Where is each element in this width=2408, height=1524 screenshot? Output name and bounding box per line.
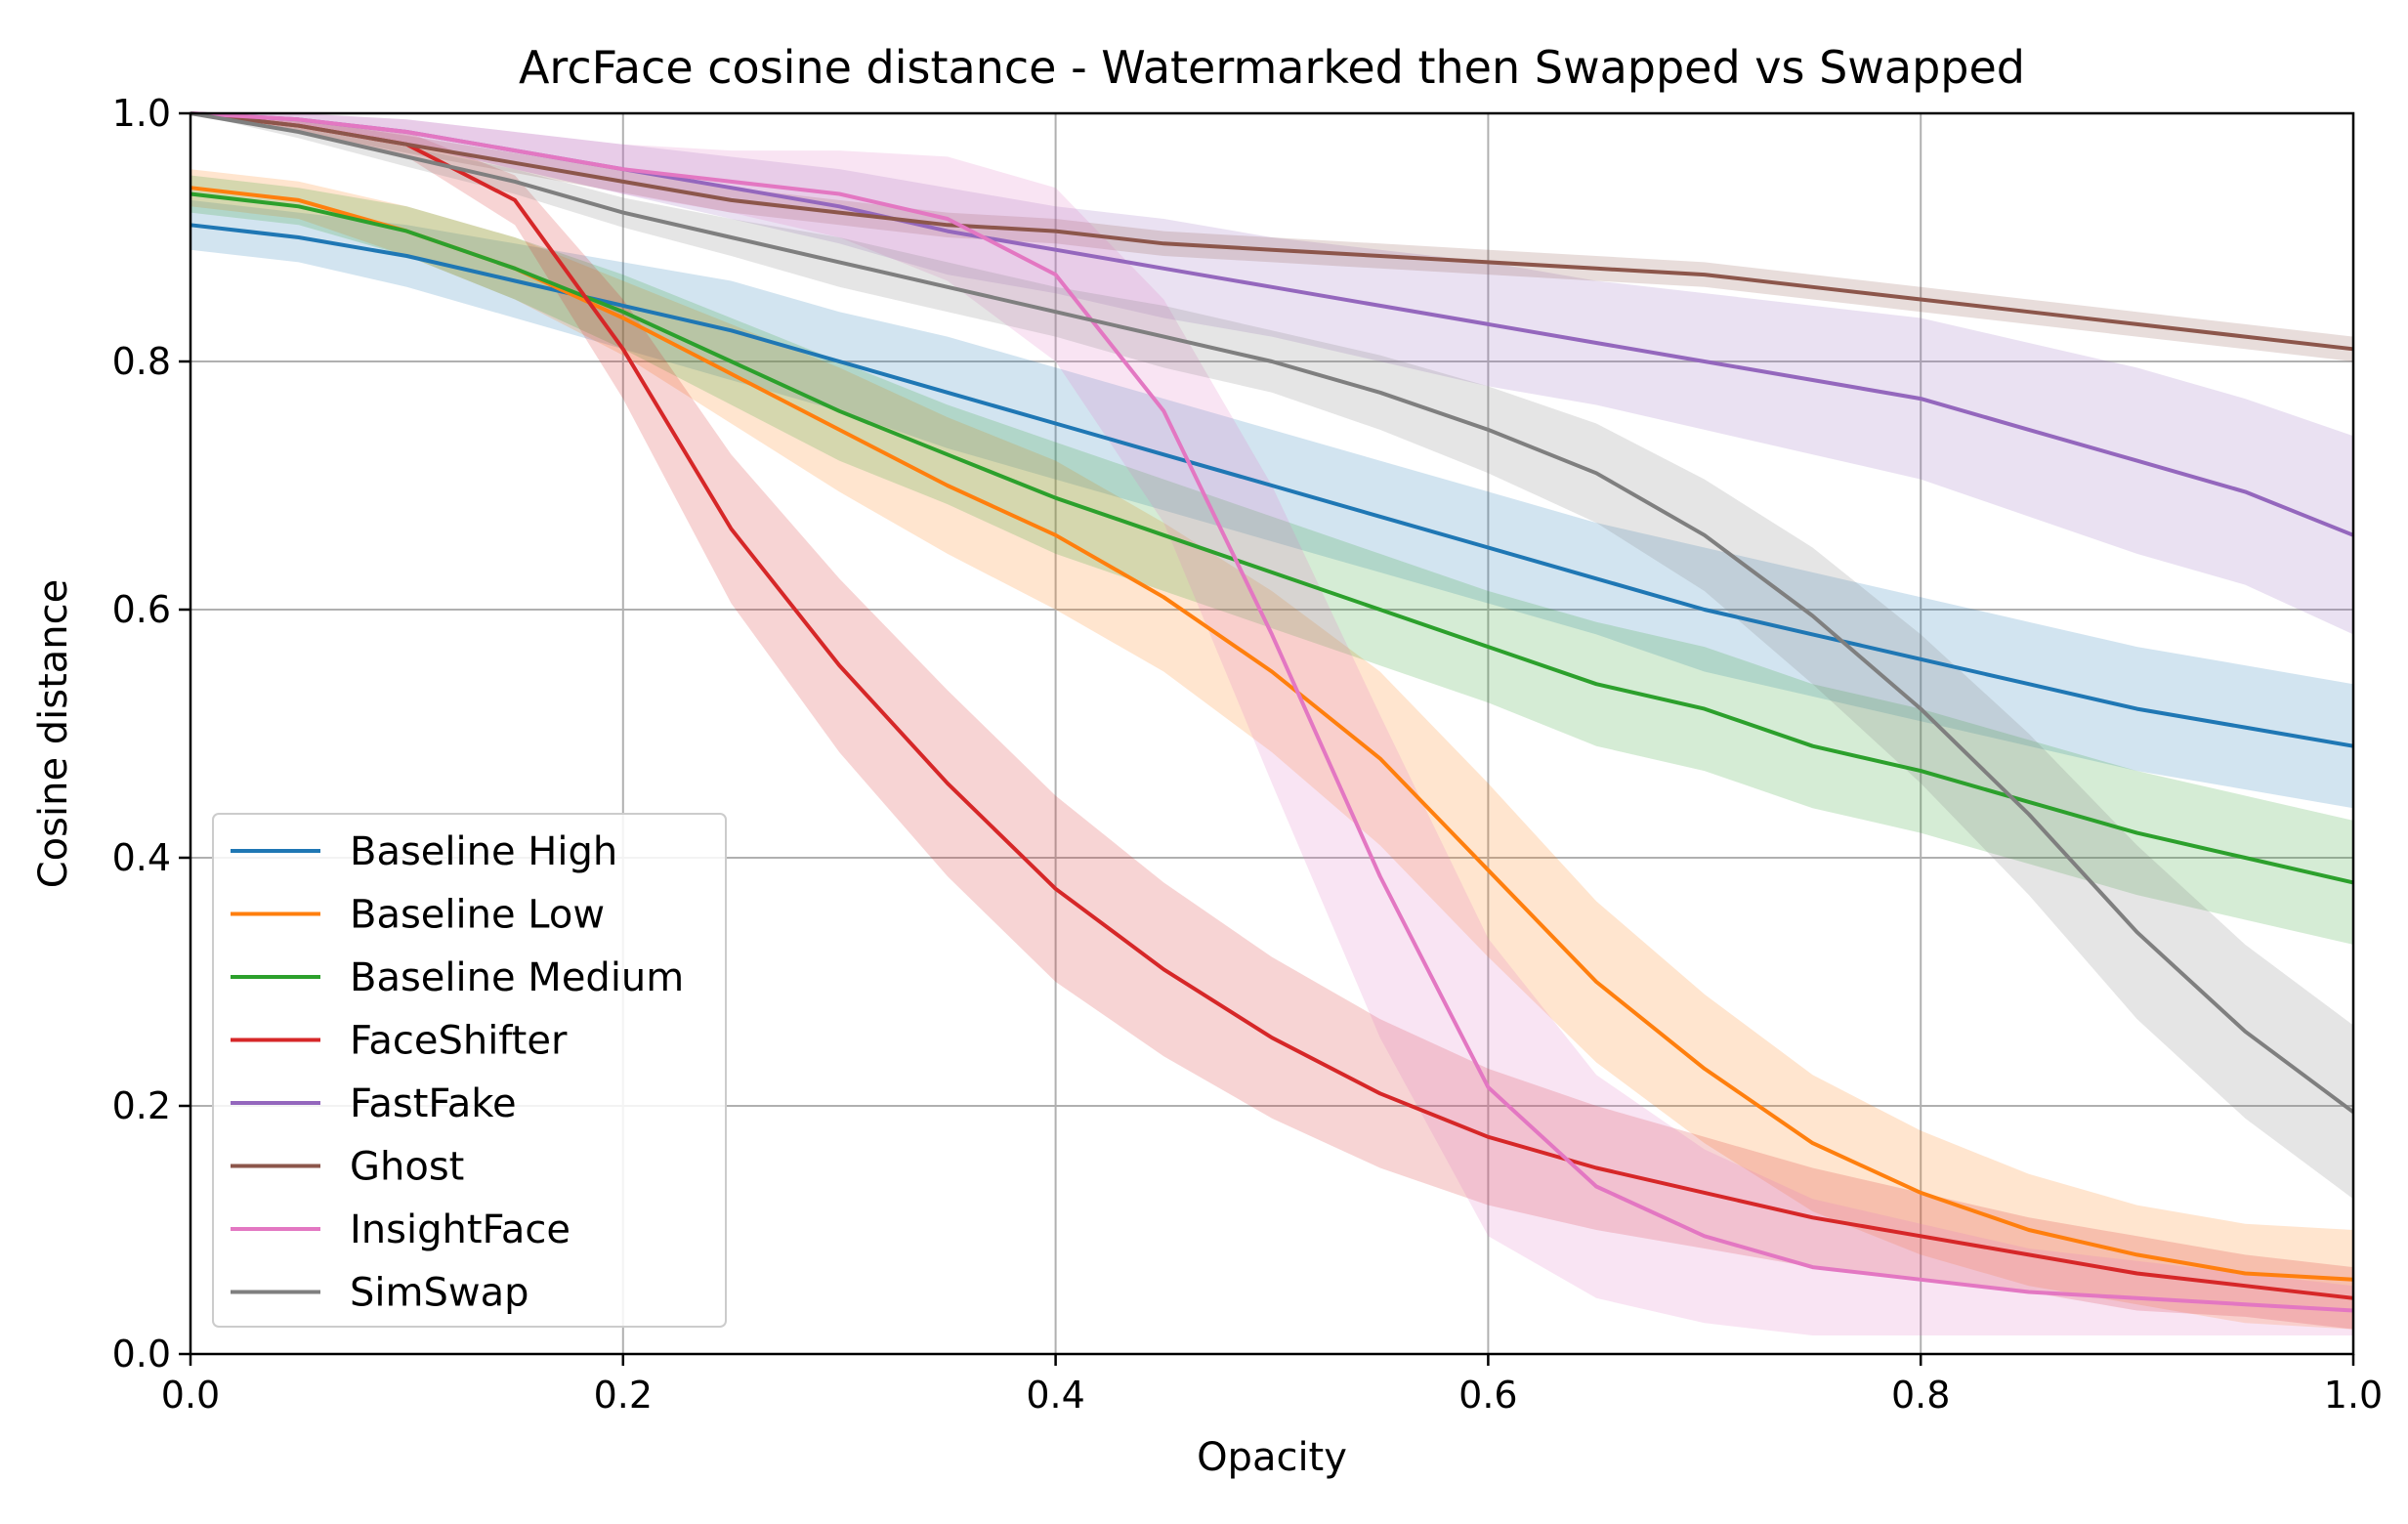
y-axis-label: Cosine distance <box>31 579 76 889</box>
x-tick-label: 0.4 <box>1026 1374 1084 1417</box>
band-baseline-low <box>190 169 2353 1330</box>
y-tick-label: 0.8 <box>112 340 171 383</box>
line-faceshifter <box>190 111 2354 1300</box>
y-tick-label: 0.0 <box>112 1333 171 1376</box>
confidence-bands <box>190 113 2353 1335</box>
legend-label: Ghost <box>350 1145 464 1190</box>
y-tick-label: 0.2 <box>112 1084 171 1127</box>
y-tick-label: 0.6 <box>112 588 171 631</box>
x-tick-label: 0.6 <box>1458 1374 1517 1417</box>
x-axis-ticks: 0.0 0.2 0.4 0.6 0.8 1.0 <box>161 1354 2383 1417</box>
legend-label: FaceShifter <box>350 1019 568 1064</box>
x-tick-label: 0.8 <box>1891 1374 1950 1417</box>
x-tick-label: 0.0 <box>161 1374 220 1417</box>
y-tick-label: 1.0 <box>112 92 171 135</box>
line-ghost <box>190 111 2354 352</box>
line-insightface <box>190 111 2354 1313</box>
legend: Baseline High Baseline Low Baseline Medium… <box>212 813 727 1328</box>
plot-frame <box>189 111 2355 1356</box>
band-simswap <box>190 113 2353 1200</box>
band-insightface <box>190 113 2353 1335</box>
line-simswap <box>190 111 2355 1114</box>
chart-title: ArcFace cosine distance - Watermarked th… <box>519 41 2025 94</box>
legend-box <box>212 813 727 1328</box>
series-lines <box>190 111 2355 1313</box>
x-tick-label: 0.2 <box>594 1374 653 1417</box>
legend-label: Baseline Low <box>350 893 605 938</box>
x-axis-label: Opacity <box>1197 1435 1347 1480</box>
y-tick-label: 0.4 <box>112 836 171 879</box>
legend-label: FastFake <box>350 1081 517 1126</box>
band-ghost <box>190 113 2353 361</box>
band-faceshifter <box>190 113 2353 1330</box>
band-baseline-medium <box>190 175 2353 945</box>
band-baseline-high <box>190 199 2353 809</box>
line-baseline-medium <box>190 191 2354 885</box>
legend-label: Baseline High <box>350 829 617 874</box>
legend-label: Baseline Medium <box>350 955 684 1000</box>
band-fastfake <box>190 113 2353 635</box>
legend-label: InsightFace <box>350 1207 570 1252</box>
line-baseline-high <box>190 223 2354 748</box>
y-axis-ticks: 0.0 0.2 0.4 0.6 0.8 1.0 <box>112 92 190 1376</box>
x-tick-label: 1.0 <box>2324 1374 2383 1417</box>
legend-label: SimSwap <box>350 1271 528 1316</box>
